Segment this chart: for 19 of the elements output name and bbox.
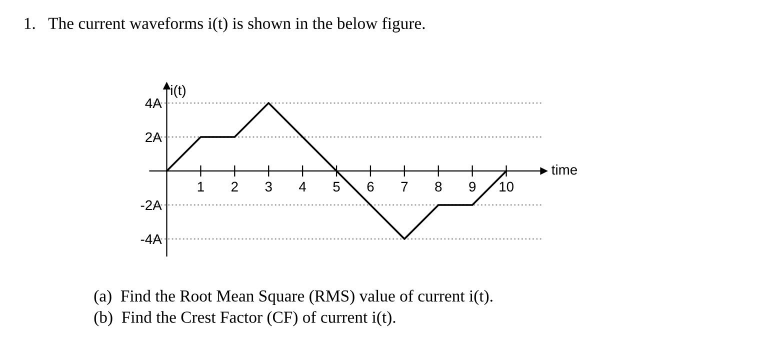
chart-title: 1. The current waveforms i(t) is shown in the below figure. [24, 17, 425, 32]
y-axis-title: i(t) [171, 84, 186, 98]
y-tick-label: 4A [145, 98, 162, 108]
x-tick-label: 1 [198, 182, 204, 192]
y-tick-label: -4A [140, 234, 162, 244]
y-tick-label: -2A [140, 200, 162, 210]
y-tick-label: 2A [146, 132, 162, 142]
x-tick-label: 2 [231, 182, 238, 192]
x-tick-label: 5 [333, 182, 340, 192]
x-axis-title: time [552, 164, 577, 175]
text: (a) Find the Root Mean Square (RMS) value of current i(t). [94, 290, 492, 305]
x-tick-label: 6 [367, 182, 374, 192]
x-tick-label: 3 [265, 182, 272, 192]
text: (b) Find the Crest Factor (CF) of current i(t). [94, 310, 396, 326]
x-tick-label: 7 [401, 182, 408, 192]
x-tick-label: 8 [435, 182, 442, 192]
x-tick-label: 9 [469, 182, 476, 192]
x-tick-label: 10 [500, 182, 514, 192]
x-tick-label: 4 [299, 182, 306, 192]
